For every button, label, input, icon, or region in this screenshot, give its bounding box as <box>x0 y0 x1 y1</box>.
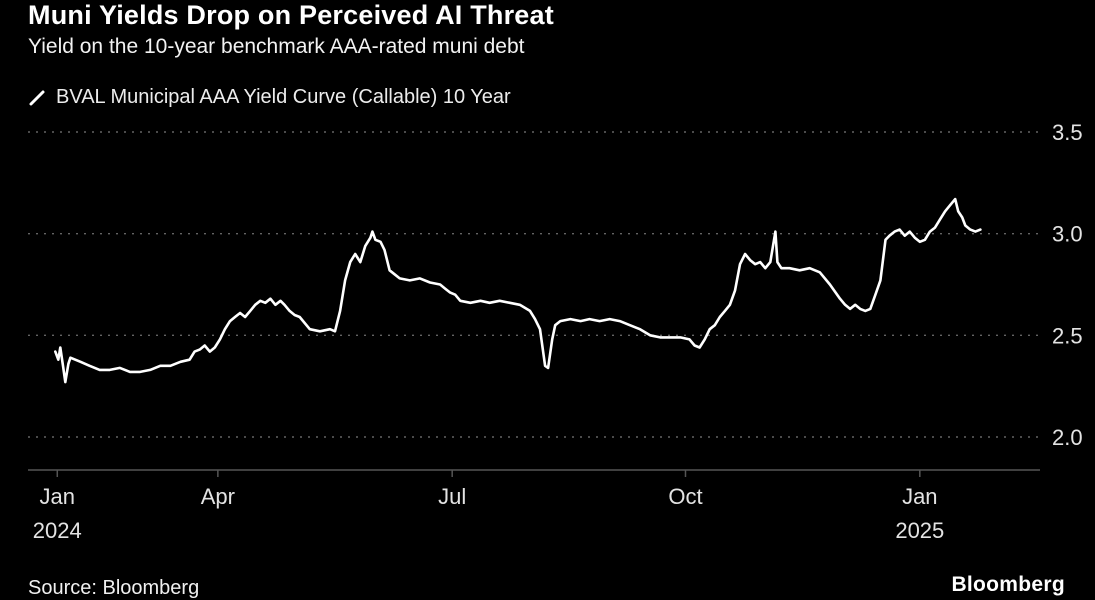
y-axis-label: 2.5 <box>1052 323 1083 348</box>
y-axis-label: 2.0 <box>1052 425 1083 450</box>
x-axis-year-label: 2024 <box>33 518 82 543</box>
legend-line-icon <box>28 89 46 107</box>
chart-title: Muni Yields Drop on Perceived AI Threat <box>28 0 554 30</box>
y-axis-label: 3.5 <box>1052 120 1083 145</box>
legend-label: BVAL Municipal AAA Yield Curve (Callable… <box>56 86 511 108</box>
x-axis-label: Oct <box>668 484 702 509</box>
line-chart: 3.5 3.0 2.5 2.0 Jan 2024 Apr Jul Oct Jan 2025 <box>0 108 1095 548</box>
bloomberg-logo: Bloomberg <box>951 573 1065 596</box>
x-axis-label: Jan <box>902 484 937 509</box>
x-axis-year-label: 2025 <box>895 518 944 543</box>
chart-subtitle: Yield on the 10-year benchmark AAA-rated… <box>28 35 525 58</box>
x-axis-label: Jul <box>438 484 466 509</box>
x-axis-label: Jan <box>40 484 75 509</box>
source-note: Source: Bloomberg <box>28 577 200 599</box>
y-axis-label: 3.0 <box>1052 222 1083 247</box>
legend: BVAL Municipal AAA Yield Curve (Callable… <box>28 86 511 109</box>
x-axis-label: Apr <box>201 484 235 509</box>
yield-series-line <box>54 197 982 384</box>
